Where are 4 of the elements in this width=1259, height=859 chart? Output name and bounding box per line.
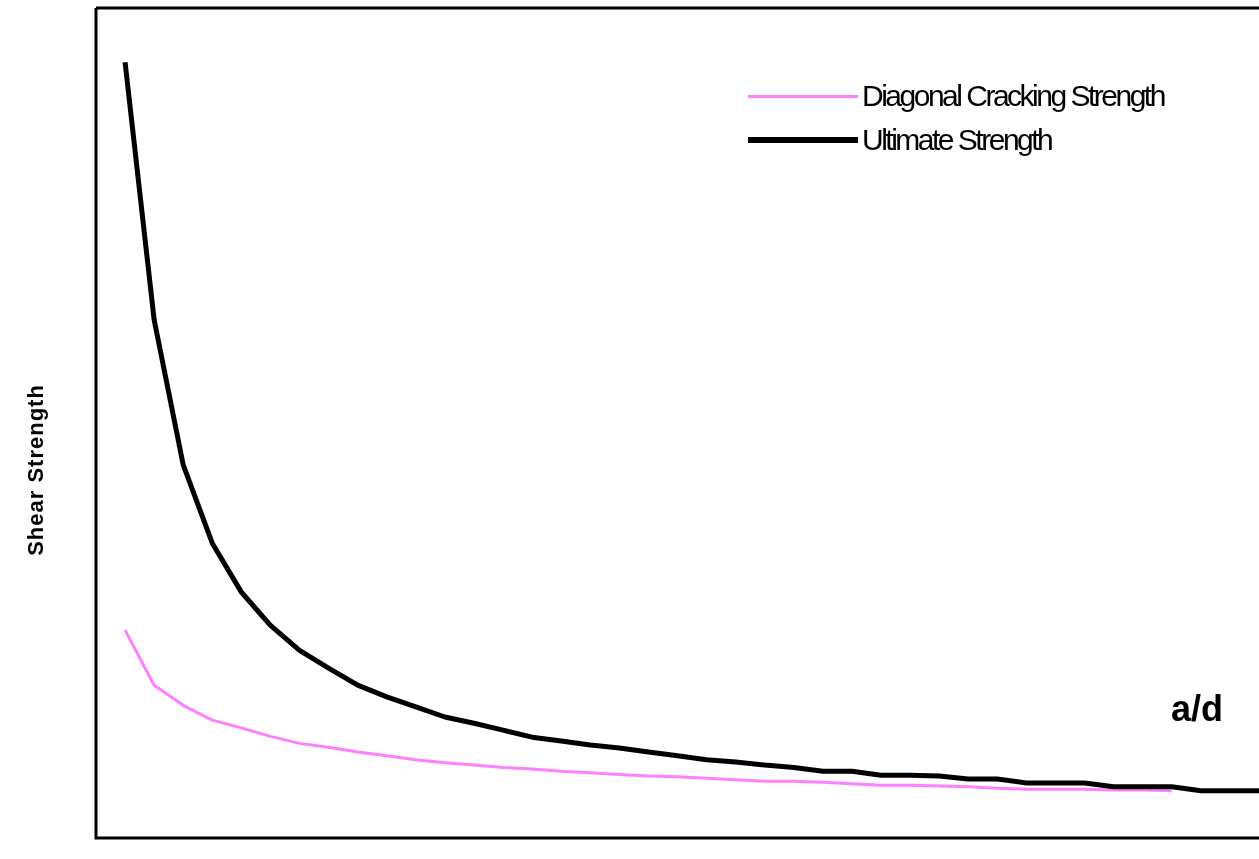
y-axis-title: Shear Strength <box>23 384 49 556</box>
x-axis-title: a/d <box>1170 688 1223 730</box>
legend-label: Diagonal Cracking Strength <box>862 79 1164 113</box>
legend-label: Ultimate Strength <box>862 123 1052 157</box>
